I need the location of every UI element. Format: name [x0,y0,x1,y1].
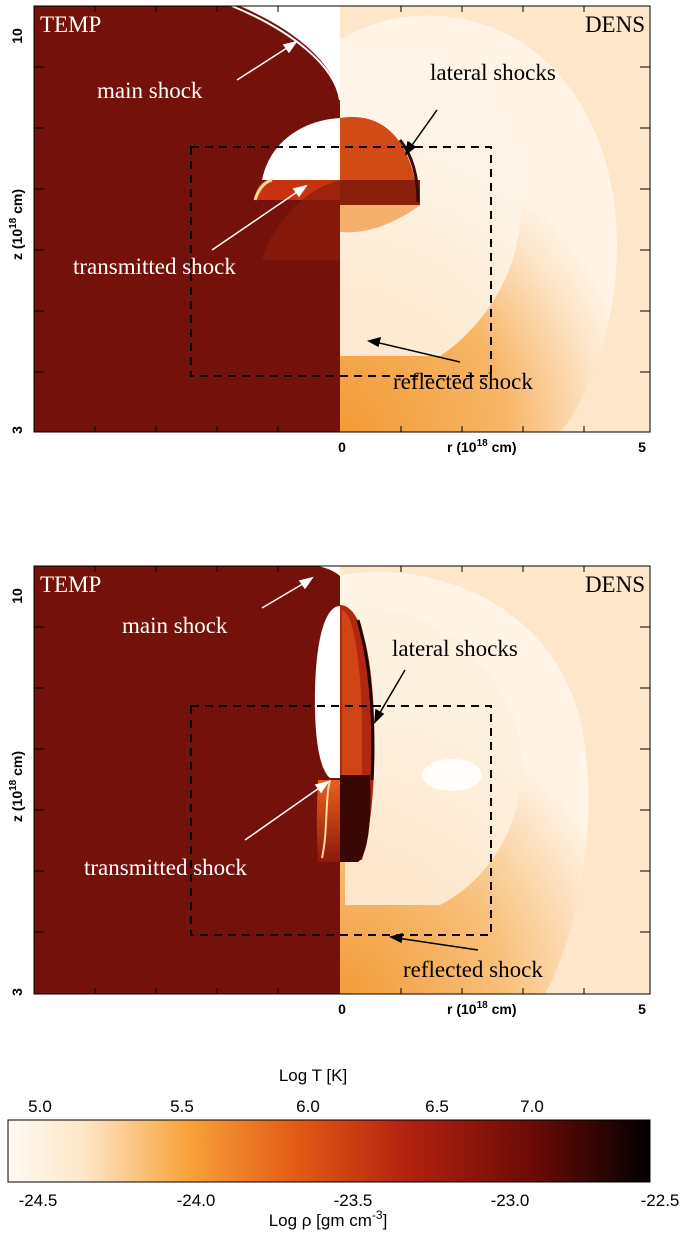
colorbar-top-tick: 6.5 [425,1097,449,1116]
x-tick-label-five: 5 [638,439,646,455]
annotation-arrows-black [374,669,479,951]
annotation-main-shock: main shock [122,613,228,638]
zoom-box [190,705,492,936]
y-axis-label: z (1018 cm) [8,751,25,822]
y-ticks-right [640,66,650,373]
x-tick-label-zero: 0 [338,1001,346,1017]
colorbar-bottom-label: Log ρ [gm cm-3] [269,1208,388,1230]
colorbar-top-label: Log T [K] [279,1066,347,1085]
temp-label: TEMP [40,572,101,597]
panel-frame [33,5,651,433]
zoom-box [190,146,492,377]
annotation-reflected-shock: reflected shock [393,369,533,394]
panel-2: TEMP DENS main shock lateral shocks tran… [8,565,651,1017]
x-axis-label: r (1018 cm) [447,438,517,455]
y-axis-label: z (1018 cm) [8,189,25,260]
panel-frame [33,565,651,995]
temp-hot-cloud [314,606,340,778]
annotation-lateral-shocks: lateral shocks [392,636,518,661]
annotation-arrows-black [367,109,461,363]
x-ticks [94,566,585,994]
y-ticks-right [640,626,650,933]
temp-field [34,566,340,994]
x-tick-label-five: 5 [638,1001,646,1017]
colorbar-bottom-tick: -22.5 [641,1191,680,1210]
annotation-lateral-shocks: lateral shocks [430,60,556,85]
colorbar: Log T [K] 5.0 5.5 6.0 6.5 7.0 -24.5 -24.… [7,1066,680,1230]
colorbar-top-tick: 7.0 [520,1097,544,1116]
colorbar-top-tick: 6.0 [296,1097,320,1116]
x-axis-label: r (1018 cm) [447,1000,517,1017]
annotation-arrows-white [211,40,308,251]
temp-label: TEMP [40,12,101,37]
annotation-main-shock: main shock [97,78,203,103]
x-tick-label-zero: 0 [338,439,346,455]
colorbar-bottom-tick: -23.0 [491,1191,530,1210]
colorbar-top-tick: 5.0 [28,1097,52,1116]
colorbar-gradient [7,1119,651,1183]
annotation-transmitted-shock: transmitted shock [84,855,247,880]
annotation-transmitted-shock: transmitted shock [73,254,236,279]
y-tick-label-top: 10 [9,588,25,604]
colorbar-top-tick: 5.5 [170,1097,194,1116]
x-ticks [94,6,585,432]
annotation-arrows-white [244,576,330,841]
dens-label: DENS [585,572,645,597]
y-ticks-left [34,626,44,933]
panel-1: TEMP DENS main shock lateral shocks tran… [8,5,651,455]
y-ticks-left [34,66,44,373]
y-tick-label-bottom: 3 [9,426,25,434]
colorbar-bottom-tick: -24.5 [19,1191,58,1210]
main-shock-arc [231,5,341,101]
temp-hot-cap [262,118,340,180]
colorbar-bottom-tick: -24.0 [177,1191,216,1210]
colorbar-bottom-tick: -23.5 [334,1191,373,1210]
annotation-reflected-shock: reflected shock [403,957,543,982]
y-tick-label-top: 10 [9,28,25,44]
dens-label: DENS [585,12,645,37]
y-tick-label-bottom: 3 [9,988,25,996]
